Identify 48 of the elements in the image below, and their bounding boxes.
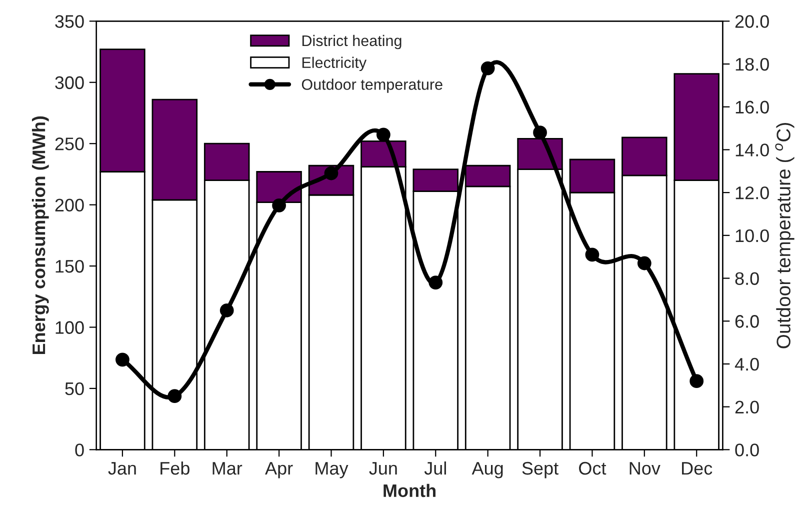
y-tick-label: 100 (56, 321, 84, 334)
y2-tick-label: 14.0 (736, 144, 769, 156)
point (272, 198, 286, 212)
y-tick-label: 150 (56, 260, 84, 273)
x-tick-label: Sept (522, 462, 558, 478)
y2-tick-label: 10.0 (736, 229, 769, 242)
y-tick-label: 200 (55, 198, 84, 212)
point (116, 352, 130, 367)
y2-axis-title: Outdoor temperature ( $^{o}$C) (775, 123, 794, 348)
point (428, 276, 443, 290)
y-tick-label: 250 (55, 138, 84, 150)
y-tick-label: 0 (75, 444, 84, 456)
x-tick-label: May (316, 462, 348, 478)
y2-tick-label: 18.0 (736, 58, 769, 71)
point (533, 126, 547, 140)
x-tick-label: Jun (369, 462, 397, 475)
y2-tick-label: 6.0 (735, 315, 759, 328)
y2-tick-label: 12.0 (736, 186, 769, 200)
x-axis-title: Month (384, 484, 436, 498)
x-tick-label: Feb (160, 461, 190, 475)
y2-tick-label: 8.0 (735, 272, 759, 285)
legend-label: District heating (302, 34, 402, 50)
y-axis-title: Energy consumption (MWh) (32, 116, 49, 354)
x-tick-label: Jul (424, 461, 446, 475)
y-tick-label: 300 (55, 76, 84, 90)
point (585, 248, 600, 262)
point (376, 128, 390, 142)
y2-tick-label: 16.0 (736, 100, 769, 114)
legend-label: Outdoor temperature (302, 78, 442, 93)
y2-tick-label: 20.0 (735, 15, 769, 28)
point (168, 389, 182, 404)
legend-label: Electricity (302, 56, 367, 72)
x-tick-label: Aug (472, 462, 503, 478)
y-tick-label: 50 (65, 382, 84, 396)
x-tick-label: Apr (265, 462, 293, 478)
x-tick-label: Nov (630, 462, 660, 475)
y2-tick-label: 0.0 (735, 444, 759, 456)
y2-tick-label: 4.0 (734, 358, 759, 371)
x-tick-label: Dec (682, 462, 712, 475)
y-tick-label: 350 (55, 15, 84, 28)
x-tick-label: Jan (108, 462, 136, 475)
point (637, 256, 652, 270)
y2-tick-label: 2.0 (735, 400, 759, 414)
point (220, 303, 234, 318)
x-tick-label: Mar (212, 462, 242, 475)
point (690, 374, 704, 388)
point (480, 61, 495, 76)
x-tick-label: Oct (579, 462, 606, 475)
